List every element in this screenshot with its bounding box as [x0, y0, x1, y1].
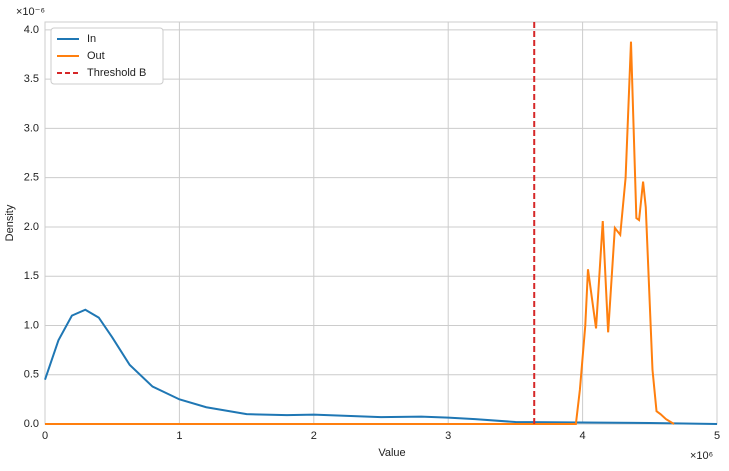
x-tick-label: 1	[176, 430, 182, 442]
y-tick-label: 2.5	[24, 172, 39, 184]
y-tick-label: 3.5	[24, 73, 39, 85]
x-tick-label: 3	[445, 430, 451, 442]
y-tick-label: 2.0	[24, 221, 39, 233]
legend-label: Threshold B	[87, 67, 146, 79]
x-tick-label: 2	[311, 430, 317, 442]
legend-box	[50, 27, 164, 85]
x-tick-label: 4	[580, 430, 586, 442]
x-tick-label: 5	[714, 430, 720, 442]
y-axis-label: Density	[4, 204, 16, 241]
y-tick-label: 0.0	[24, 418, 39, 430]
legend-label: Out	[87, 50, 105, 62]
y-tick-label: 0.5	[24, 369, 39, 381]
x-tick-label: 0	[42, 430, 48, 442]
y-tick-label: 1.0	[24, 319, 39, 331]
plot-area	[44, 21, 718, 425]
x-offset-label: ×10⁶	[690, 450, 713, 462]
y-tick-label: 4.0	[24, 24, 39, 36]
y-tick-label: 3.0	[24, 122, 39, 134]
line-series	[44, 308, 718, 425]
x-axis-label: Value	[378, 447, 405, 459]
legend-label: In	[87, 33, 96, 45]
line-series	[45, 41, 675, 425]
y-offset-label: ×10⁻⁶	[16, 6, 45, 18]
y-tick-label: 1.5	[24, 270, 39, 282]
